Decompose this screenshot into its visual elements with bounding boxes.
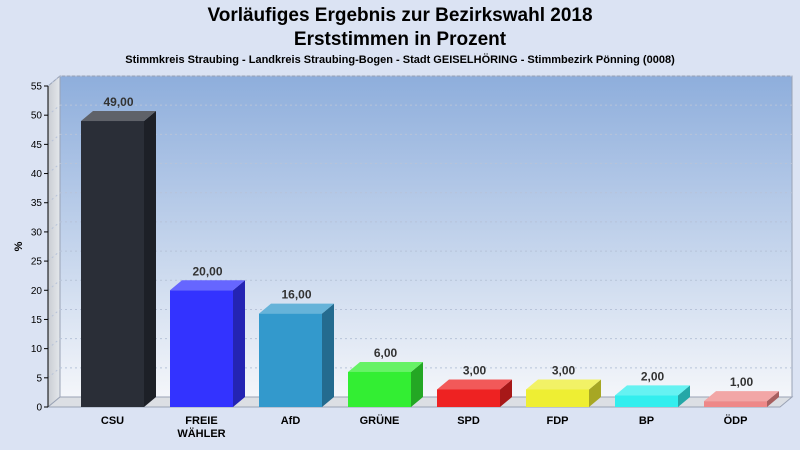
- bar-front: [348, 371, 411, 407]
- data-label: 20,00: [192, 264, 222, 278]
- bar-front: [259, 313, 322, 407]
- bar-top: [437, 379, 512, 390]
- bar-top: [704, 391, 779, 402]
- x-tick-label: FDP: [547, 415, 569, 427]
- data-label: 6,00: [374, 346, 398, 360]
- x-tick-label: AfD: [281, 415, 301, 427]
- bar-side: [144, 111, 156, 407]
- x-tick-label: CSU: [101, 415, 124, 427]
- y-tick-label: 0: [36, 403, 42, 414]
- bars: 49,00 20,00 16,00 6,00 3,00 3,00 2,00 1,00: [81, 95, 779, 407]
- y-tick-label: 20: [31, 286, 43, 297]
- y-tick-label: 40: [31, 169, 43, 180]
- y-axis-label: %: [13, 241, 25, 251]
- x-tick-label: FREIE WÄHLER: [177, 415, 225, 440]
- x-tick-label: GRÜNE: [360, 414, 400, 427]
- y-tick-label: 5: [36, 373, 42, 384]
- bar-top: [81, 111, 156, 122]
- bar: [526, 379, 601, 407]
- chart-subtitle: Stimmkreis Straubing - Landkreis Straubi…: [125, 54, 675, 66]
- x-tick-label-line: AfD: [281, 415, 301, 427]
- data-label: 3,00: [552, 363, 576, 377]
- x-tick-label: ÖDP: [724, 414, 748, 427]
- bar-top: [170, 280, 245, 291]
- x-tick-label-line: FDP: [547, 415, 569, 427]
- bar-side: [500, 379, 512, 407]
- x-tick-label-line: SPD: [457, 415, 480, 427]
- bar-front: [81, 121, 144, 407]
- x-tick-label-line: GRÜNE: [360, 414, 400, 427]
- bar-side: [678, 385, 690, 407]
- data-label: 1,00: [730, 375, 754, 389]
- chart-title-line-1: Vorläufiges Ergebnis zur Bezirkswahl 201…: [207, 5, 593, 26]
- bar-front: [170, 290, 233, 407]
- y-tick-label: 10: [31, 344, 43, 355]
- data-label: 3,00: [463, 363, 487, 377]
- x-axis: CSU FREIE WÄHLER AfD GRÜNE SPD FDP BP ÖDP: [101, 414, 748, 440]
- chart-title-line-2: Erststimmen in Prozent: [293, 29, 507, 50]
- chart-title: Vorläufiges Ergebnis zur Bezirkswahl 201…: [0, 4, 800, 52]
- bar-top: [526, 379, 601, 390]
- bar: [81, 111, 156, 407]
- x-tick-label-line: WÄHLER: [177, 427, 225, 440]
- bar-side: [767, 391, 779, 407]
- x-tick-label-line: FREIE: [185, 415, 217, 427]
- y-tick-label: 55: [31, 82, 43, 93]
- bar-top: [259, 303, 334, 314]
- bar: [704, 391, 779, 407]
- y-tick-label: 15: [31, 315, 43, 326]
- bar-side: [322, 303, 334, 407]
- x-tick-label-line: CSU: [101, 415, 124, 427]
- y-axis: 0 5 10 15 20 25 30 35 40 45 50 55%: [13, 82, 49, 414]
- data-label: 2,00: [641, 369, 665, 383]
- data-label: 16,00: [281, 288, 311, 302]
- data-label: 49,00: [103, 95, 133, 109]
- x-tick-label: SPD: [457, 415, 480, 427]
- bar: [259, 303, 334, 407]
- bar-side: [589, 379, 601, 407]
- bar-front: [704, 401, 767, 407]
- x-tick-label-line: BP: [639, 415, 654, 427]
- bar: [348, 361, 423, 407]
- x-tick-label: BP: [639, 415, 654, 427]
- bar-side: [411, 361, 423, 407]
- bar-front: [526, 389, 589, 407]
- y-tick-label: 45: [31, 140, 43, 151]
- plot-frame: [46, 74, 794, 409]
- bar: [437, 379, 512, 407]
- bar-top: [348, 361, 423, 372]
- y-tick-label: 35: [31, 198, 43, 209]
- y-tick-label: 30: [31, 227, 43, 238]
- y-tick-label: 50: [31, 111, 43, 122]
- grid-lines: [47, 75, 792, 379]
- plot-side-wall: [47, 74, 61, 409]
- bar-top: [615, 385, 690, 396]
- bar-side: [233, 280, 245, 407]
- x-tick-label-line: ÖDP: [724, 414, 748, 427]
- bar: [615, 385, 690, 407]
- bar-front: [437, 389, 500, 407]
- plot-back-wall: [59, 75, 793, 398]
- bar: [170, 280, 245, 407]
- y-tick-label: 25: [31, 257, 43, 268]
- bar-front: [615, 395, 678, 407]
